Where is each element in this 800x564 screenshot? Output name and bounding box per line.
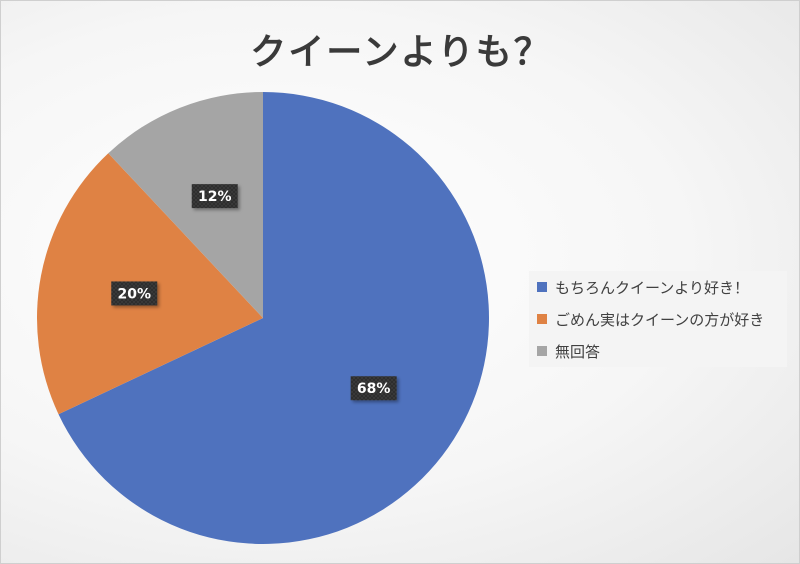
- legend-swatch-0: [537, 282, 547, 292]
- legend-item-2: 無回答: [529, 335, 787, 367]
- data-label-text-1: 20%: [117, 286, 151, 302]
- legend-swatch-2: [537, 346, 547, 356]
- legend-label-1: ごめん実はクイーンの方が好き: [555, 310, 765, 329]
- data-label-box-2: [191, 184, 238, 209]
- chart-title: クイーンよりも？: [250, 32, 552, 73]
- data-label-1: 20%: [111, 281, 158, 306]
- data-label-box-0: [350, 376, 397, 401]
- legend-item-0: もちろんクイーンより好き！: [529, 271, 787, 303]
- legend-label-0: もちろんクイーンより好き！: [555, 278, 749, 297]
- data-label-0: 68%: [350, 376, 397, 401]
- legend-swatch-1: [537, 314, 547, 324]
- legend: もちろんクイーンより好き！ ごめん実はクイーンの方が好き 無回答: [529, 271, 787, 367]
- legend-item-1: ごめん実はクイーンの方が好き: [529, 303, 787, 335]
- data-label-2: 12%: [191, 184, 238, 209]
- pie-slice-2: [108, 92, 263, 318]
- pie-slice-0: [58, 92, 489, 544]
- data-label-text-0: 68%: [357, 381, 391, 397]
- legend-label-2: 無回答: [555, 342, 601, 361]
- data-label-box-1: [111, 281, 158, 306]
- data-label-text-2: 12%: [198, 189, 232, 205]
